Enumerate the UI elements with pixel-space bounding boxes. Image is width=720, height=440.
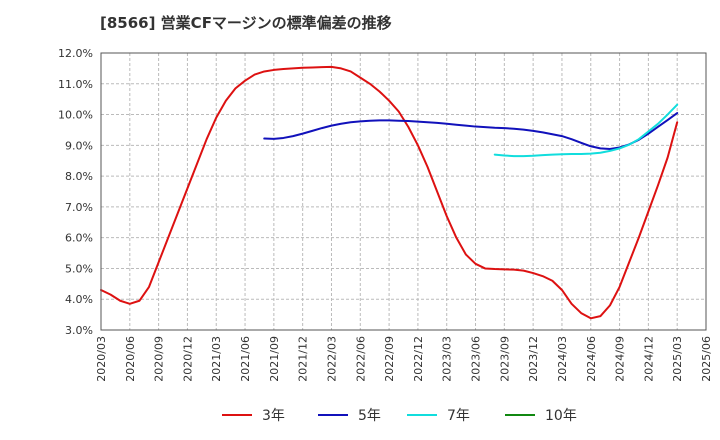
series-lines bbox=[100, 65, 679, 320]
grid bbox=[100, 52, 707, 331]
x-tick-label: 2024/06 bbox=[585, 336, 598, 382]
x-tick-label: 2020/09 bbox=[153, 336, 166, 382]
chart-title: [8566] 営業CFマージンの標準偏差の推移 bbox=[100, 14, 392, 32]
x-tick-label: 2021/12 bbox=[297, 336, 310, 382]
x-tick-label: 2024/03 bbox=[556, 336, 569, 382]
y-axis-ticks: 3.0% 4.0% 5.0% 6.0% 7.0% 8.0% 9.0% 10.0% 11.0% 12… bbox=[58, 47, 93, 337]
legend-label: 10年 bbox=[545, 408, 577, 424]
plot-frame bbox=[100, 52, 707, 331]
x-tick-label: 2022/06 bbox=[354, 336, 367, 382]
legend-label: 3年 bbox=[262, 408, 285, 424]
y-tick-label: 11.0% bbox=[58, 78, 93, 91]
y-tick-label: 7.0% bbox=[65, 201, 93, 214]
x-tick-label: 2022/12 bbox=[412, 336, 425, 382]
x-tick-label: 2022/09 bbox=[383, 336, 396, 382]
y-tick-label: 10.0% bbox=[58, 109, 93, 122]
y-tick-label: 4.0% bbox=[65, 293, 93, 306]
x-tick-label: 2023/03 bbox=[441, 336, 454, 382]
x-tick-label: 2022/03 bbox=[325, 336, 338, 382]
legend-label: 7年 bbox=[447, 408, 470, 424]
x-tick-label: 2021/06 bbox=[239, 336, 252, 382]
x-tick-label: 2023/12 bbox=[527, 336, 540, 382]
x-tick-label: 2024/09 bbox=[614, 336, 627, 382]
x-tick-label: 2021/03 bbox=[210, 336, 223, 382]
y-tick-label: 5.0% bbox=[65, 262, 93, 275]
x-tick-label: 2025/03 bbox=[671, 336, 684, 382]
y-tick-label: 3.0% bbox=[65, 324, 93, 337]
y-tick-label: 9.0% bbox=[65, 139, 93, 152]
legend: 3年 5年 7年 10年 bbox=[222, 408, 577, 424]
series-line-3年 bbox=[100, 65, 679, 320]
x-tick-label: 2023/06 bbox=[470, 336, 483, 382]
x-axis-ticks: 2020/03 2020/06 2020/09 2020/12 2021/03 2021/… bbox=[95, 336, 713, 382]
x-tick-label: 2020/06 bbox=[124, 336, 137, 382]
x-tick-label: 2020/03 bbox=[95, 336, 108, 382]
series-line-5年 bbox=[263, 112, 679, 151]
series-line-7年 bbox=[493, 103, 679, 158]
x-tick-label: 2025/06 bbox=[700, 336, 713, 382]
y-tick-label: 8.0% bbox=[65, 170, 93, 183]
legend-label: 5年 bbox=[358, 408, 381, 424]
y-tick-label: 12.0% bbox=[58, 47, 93, 60]
y-tick-label: 6.0% bbox=[65, 232, 93, 245]
x-tick-label: 2023/09 bbox=[498, 336, 511, 382]
x-tick-label: 2021/09 bbox=[268, 336, 281, 382]
x-tick-label: 2020/12 bbox=[181, 336, 194, 382]
x-tick-label: 2024/12 bbox=[642, 336, 655, 382]
